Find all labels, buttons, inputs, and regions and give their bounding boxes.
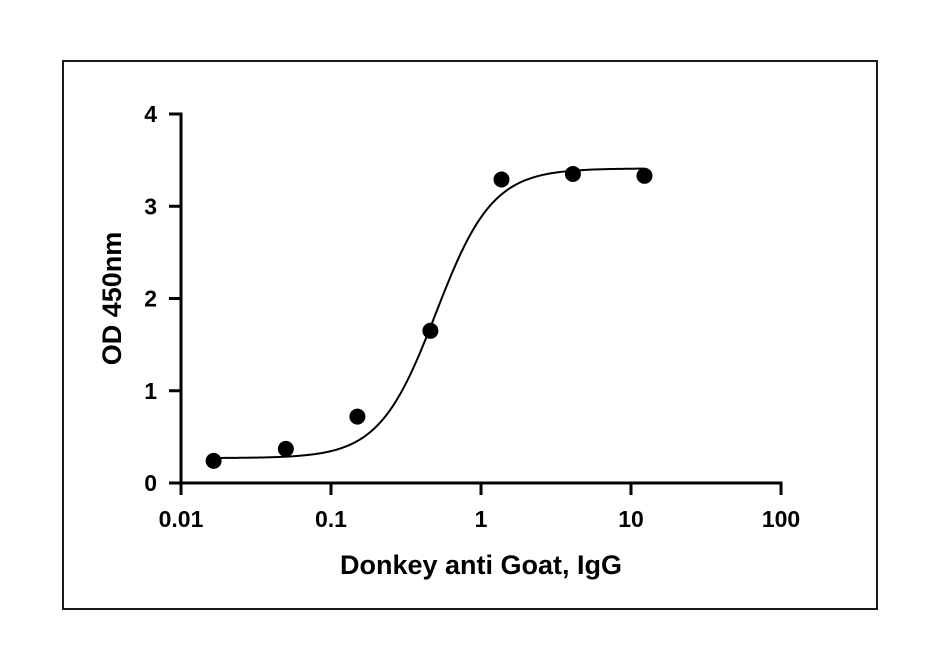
y-tick-label: 2 [144,286,157,312]
x-axis-title: Donkey anti Goat, IgG [340,550,622,580]
data-points [205,165,653,469]
y-tick-label: 4 [144,101,157,127]
data-point [349,408,366,425]
data-point [422,322,439,339]
axes [179,112,783,485]
x-tick-label: 100 [762,506,800,532]
fit-curve [213,167,645,459]
data-point [636,167,653,184]
y-axis-title: OD 450nm [97,232,127,366]
y-ticks: 0 1 2 3 4 [144,101,181,496]
y-tick-label: 0 [144,470,157,496]
x-ticks: 0.01 0.1 1 10 100 [159,483,800,532]
data-point [277,440,294,457]
x-tick-label: 0.01 [159,506,204,532]
x-tick-label: 1 [475,506,488,532]
data-point [205,452,222,469]
x-tick-label: 10 [618,506,644,532]
x-tick-label: 0.1 [315,506,347,532]
y-tick-label: 3 [144,193,157,219]
data-point [493,171,510,188]
y-tick-label: 1 [144,378,157,404]
data-point [564,165,581,182]
chart-frame [62,60,878,610]
